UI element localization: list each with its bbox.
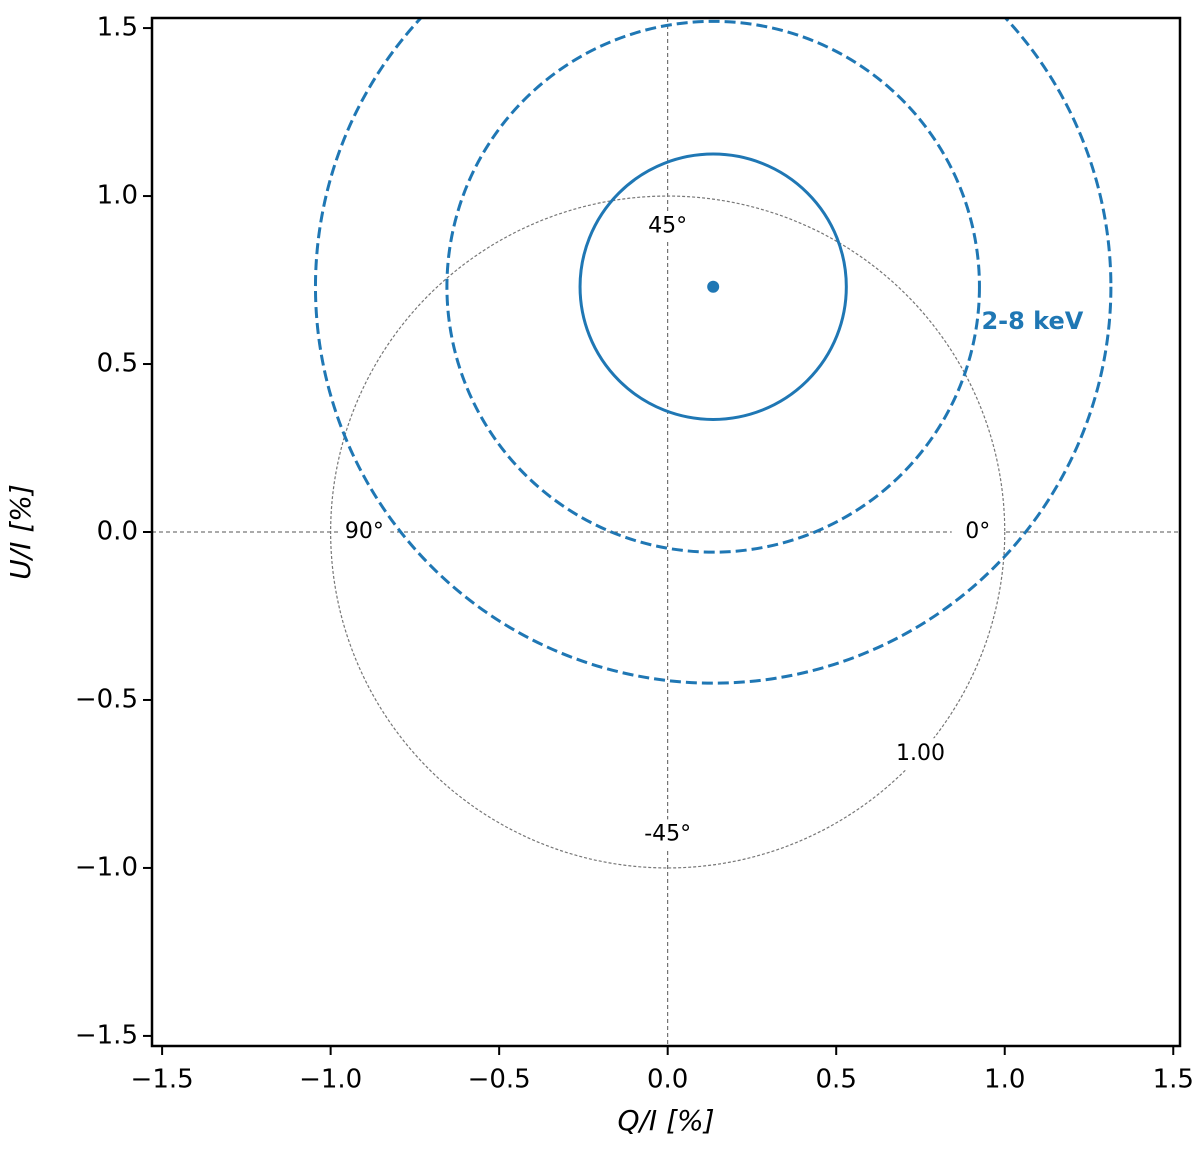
y-axis-label: U/I [%] xyxy=(4,484,37,580)
label-bg xyxy=(641,819,694,850)
x-tick-label: 0.5 xyxy=(816,1065,857,1095)
angle-label: -45° xyxy=(644,821,691,846)
x-tick-label: 1.5 xyxy=(1153,1065,1194,1095)
angle-label: 90° xyxy=(345,519,384,544)
y-tick-label: 1.5 xyxy=(97,13,138,43)
x-tick-label: −0.5 xyxy=(468,1065,531,1095)
y-tick-label: −0.5 xyxy=(75,684,138,714)
x-tick-label: −1.0 xyxy=(299,1065,362,1095)
label-bg xyxy=(951,517,1004,547)
label-bg xyxy=(338,517,391,547)
point xyxy=(707,280,720,293)
x-axis-label: Q/I [%] xyxy=(617,1104,714,1137)
x-tick-label: 0.0 xyxy=(647,1065,688,1095)
label-bg xyxy=(888,738,953,771)
angle-label: 45° xyxy=(648,213,687,238)
reference-circle xyxy=(330,195,1006,869)
y-tick-label: 0.5 xyxy=(97,349,138,379)
contour-label: 1.00 xyxy=(896,741,945,766)
y-tick-label: −1.0 xyxy=(75,852,138,882)
confidence-contour xyxy=(314,18,1113,685)
x-tick-label: 1.0 xyxy=(984,1065,1025,1095)
label-bg xyxy=(641,211,694,242)
y-tick-label: 1.0 xyxy=(97,181,138,211)
x-tick-label: −1.5 xyxy=(131,1065,194,1095)
confidence-contour xyxy=(445,19,981,554)
angle-label: 0° xyxy=(965,519,990,544)
confidence-contour xyxy=(578,152,848,421)
series-label: 2-8 keV xyxy=(981,307,1083,335)
y-tick-label: −1.5 xyxy=(75,1020,138,1050)
y-tick-label: 0.0 xyxy=(97,517,138,547)
